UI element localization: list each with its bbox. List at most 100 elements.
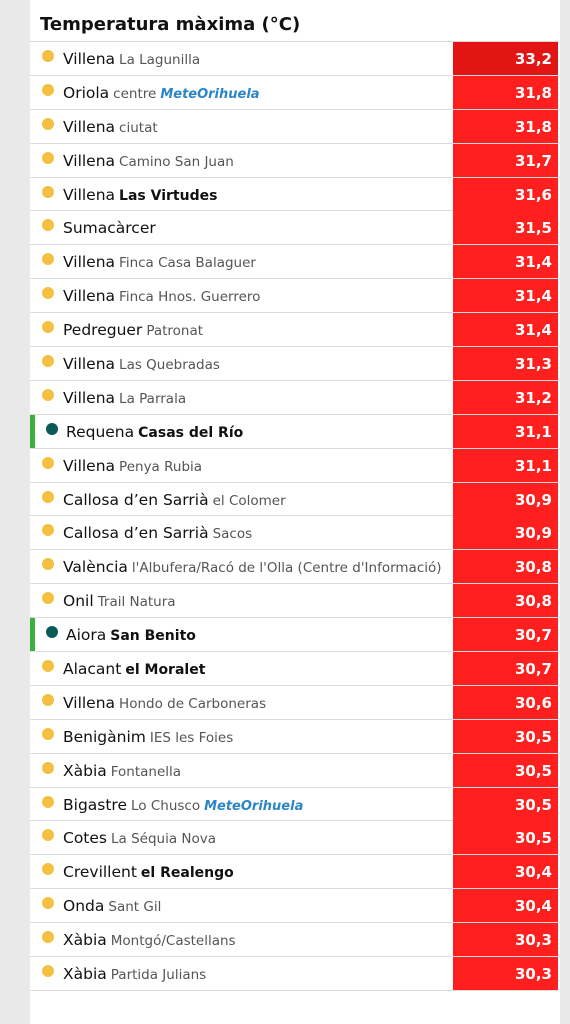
table-row[interactable]: Villena Penya Rubia 31,1 bbox=[30, 448, 558, 483]
station-name[interactable]: Villena La Lagunilla bbox=[63, 42, 200, 75]
station-dot-icon bbox=[46, 422, 58, 435]
table-row[interactable]: Villena La Lagunilla 33,2 bbox=[30, 42, 558, 76]
table-row[interactable]: Aiora San Benito 30,7 bbox=[30, 618, 558, 653]
meteorihuela-logo: MeteOrihuela bbox=[204, 798, 304, 814]
station-name[interactable]: Villena Finca Hnos. Guerrero bbox=[63, 279, 260, 312]
temperature-value: 30,4 bbox=[453, 889, 558, 923]
table-row[interactable]: Villena La Parrala 31,2 bbox=[30, 380, 558, 415]
temperature-value: 30,9 bbox=[453, 516, 558, 550]
station-name[interactable]: Villena La Parrala bbox=[63, 381, 186, 414]
station-name[interactable]: Villena Hondo de Carboneras bbox=[63, 686, 266, 719]
station-name[interactable]: Villena Las Quebradas bbox=[63, 347, 220, 380]
station-name[interactable]: Alacant el Moralet bbox=[63, 652, 205, 685]
station-label: Lo Chusco bbox=[131, 797, 201, 814]
sun-icon bbox=[42, 829, 54, 842]
table-row[interactable]: Cotes La Séquia Nova 30,5 bbox=[30, 821, 558, 856]
sun-icon bbox=[42, 253, 54, 266]
city-label: Aiora bbox=[66, 626, 107, 645]
station-name[interactable]: Aiora San Benito bbox=[66, 618, 196, 651]
table-row[interactable]: Callosa d’en Sarrià Sacos 30,9 bbox=[30, 516, 558, 551]
table-row[interactable]: Pedreguer Patronat 31,4 bbox=[30, 313, 558, 348]
table-row[interactable]: Requena Casas del Río 31,1 bbox=[30, 414, 558, 449]
temperature-value: 30,5 bbox=[453, 753, 558, 787]
table-row[interactable]: Oriola centre MeteOrihuela 31,8 bbox=[30, 75, 558, 110]
station-name[interactable]: Villena Penya Rubia bbox=[63, 449, 202, 482]
city-label: Villena bbox=[63, 693, 116, 712]
station-label: Penya Rubia bbox=[119, 458, 203, 475]
station-name[interactable]: Xàbia Partida Julians bbox=[63, 957, 206, 990]
station-label: Fontanella bbox=[110, 763, 182, 780]
city-label: Xàbia bbox=[63, 965, 107, 984]
station-label: San Benito bbox=[110, 628, 196, 645]
station-label: ciutat bbox=[119, 119, 158, 136]
table-row[interactable]: Villena Finca Casa Balaguer 31,4 bbox=[30, 245, 558, 280]
station-name[interactable]: Villena ciutat bbox=[63, 110, 158, 143]
city-label: Villena bbox=[63, 253, 116, 272]
station-name[interactable]: Crevillent el Realengo bbox=[63, 855, 234, 888]
station-name[interactable]: Sumacàrcer bbox=[63, 211, 156, 244]
station-name[interactable]: València l'Albufera/Racó de l'Olla (Centr… bbox=[63, 550, 442, 583]
city-label: Villena bbox=[63, 117, 116, 136]
table-row[interactable]: Villena Las Quebradas 31,3 bbox=[30, 347, 558, 381]
table-row[interactable]: Xàbia Montgó/Castellans 30,3 bbox=[30, 923, 558, 958]
station-name[interactable]: Xàbia Montgó/Castellans bbox=[63, 923, 236, 956]
sun-icon bbox=[42, 897, 54, 910]
table-row[interactable]: Alacant el Moralet 30,7 bbox=[30, 652, 558, 686]
city-label: Onil bbox=[63, 592, 94, 611]
meteorihuela-logo: MeteOrihuela bbox=[160, 86, 260, 102]
station-name[interactable]: Bigastre Lo Chusco MeteOrihuela bbox=[63, 788, 303, 821]
table-row[interactable]: Xàbia Fontanella 30,5 bbox=[30, 753, 558, 788]
table-row[interactable]: Benigànim IES les Foies 30,5 bbox=[30, 719, 558, 754]
table-row[interactable]: Sumacàrcer 31,5 bbox=[30, 211, 558, 246]
sun-icon bbox=[42, 355, 54, 368]
station-label: Finca Casa Balaguer bbox=[119, 255, 256, 272]
station-name[interactable]: Onil Trail Natura bbox=[63, 584, 176, 617]
table-row[interactable]: Crevillent el Realengo 30,4 bbox=[30, 855, 558, 890]
table-row[interactable]: Villena Hondo de Carboneras 30,6 bbox=[30, 685, 558, 720]
city-label: Oriola bbox=[63, 83, 110, 102]
table-row[interactable]: Villena Finca Hnos. Guerrero 31,4 bbox=[30, 279, 558, 314]
temperature-value: 30,3 bbox=[453, 923, 558, 957]
station-name[interactable]: Oriola centre MeteOrihuela bbox=[63, 76, 260, 109]
station-label: el Realengo bbox=[140, 865, 234, 882]
station-name[interactable]: Cotes La Séquia Nova bbox=[63, 821, 216, 854]
table-row[interactable]: Onil Trail Natura 30,8 bbox=[30, 584, 558, 619]
station-name[interactable]: Villena Finca Casa Balaguer bbox=[63, 245, 256, 278]
table-row[interactable]: Xàbia Partida Julians 30,3 bbox=[30, 957, 558, 991]
table-row[interactable]: Bigastre Lo Chusco MeteOrihuela 30,5 bbox=[30, 787, 558, 822]
station-name[interactable]: Villena Las Virtudes bbox=[63, 178, 217, 211]
sun-icon bbox=[42, 524, 54, 537]
accent-bar bbox=[30, 414, 35, 448]
city-label: Onda bbox=[63, 897, 105, 916]
station-label: Las Virtudes bbox=[119, 187, 218, 204]
station-name[interactable]: Benigànim IES les Foies bbox=[63, 720, 233, 753]
sun-icon bbox=[42, 321, 54, 334]
table-row[interactable]: Villena Las Virtudes 31,6 bbox=[30, 177, 558, 212]
temperature-value: 30,5 bbox=[453, 787, 558, 821]
city-label: Xàbia bbox=[63, 931, 107, 950]
station-name[interactable]: Callosa d’en Sarrià Sacos bbox=[63, 516, 252, 549]
station-label: Las Quebradas bbox=[119, 357, 220, 374]
temperature-value: 31,1 bbox=[453, 414, 558, 448]
station-label: Finca Hnos. Guerrero bbox=[119, 289, 261, 306]
station-name[interactable]: Onda Sant Gil bbox=[63, 889, 161, 922]
station-name[interactable]: Callosa d’en Sarrià el Colomer bbox=[63, 483, 286, 516]
station-name[interactable]: Requena Casas del Río bbox=[66, 415, 243, 448]
table-row[interactable]: Villena ciutat 31,8 bbox=[30, 109, 558, 144]
table-row[interactable]: Onda Sant Gil 30,4 bbox=[30, 889, 558, 924]
sun-icon bbox=[42, 117, 54, 130]
sun-icon bbox=[42, 660, 54, 673]
station-label: Patronat bbox=[146, 323, 204, 340]
sun-icon bbox=[42, 558, 54, 571]
station-name[interactable]: Pedreguer Patronat bbox=[63, 313, 203, 346]
sun-icon bbox=[42, 727, 54, 740]
station-name[interactable]: Xàbia Fontanella bbox=[63, 754, 181, 787]
table-row[interactable]: Callosa d’en Sarrià el Colomer 30,9 bbox=[30, 482, 558, 517]
city-label: Pedreguer bbox=[63, 321, 143, 340]
sun-icon bbox=[42, 931, 54, 944]
station-label: el Colomer bbox=[212, 492, 286, 509]
table-row[interactable]: Villena Camino San Juan 31,7 bbox=[30, 143, 558, 178]
sun-icon bbox=[42, 388, 54, 401]
station-name[interactable]: Villena Camino San Juan bbox=[63, 144, 234, 177]
table-row[interactable]: València l'Albufera/Racó de l'Olla (Centr… bbox=[30, 550, 558, 585]
